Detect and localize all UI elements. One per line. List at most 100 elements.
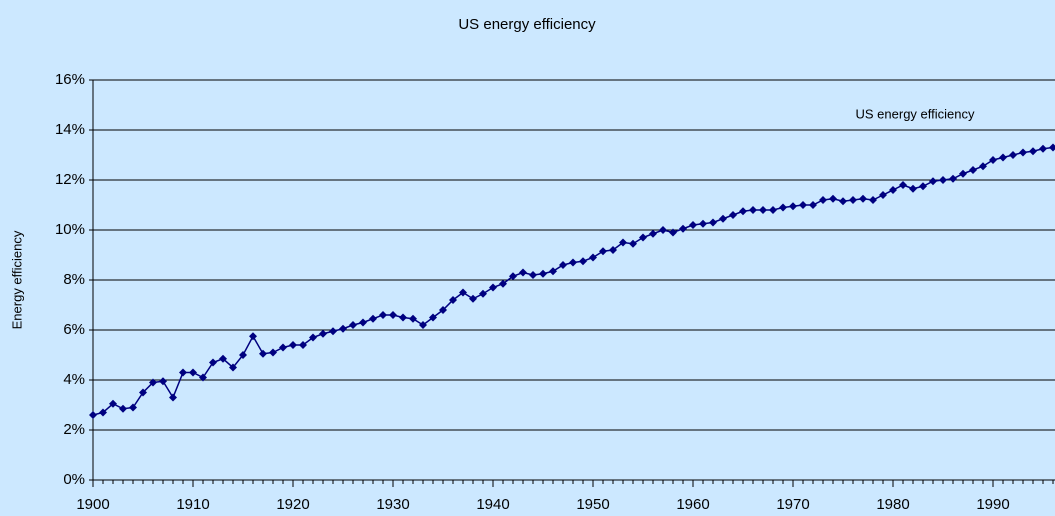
data-point (659, 226, 667, 234)
data-point (269, 348, 277, 357)
data-point (959, 169, 967, 178)
data-point (289, 341, 297, 349)
data-point (159, 377, 167, 386)
data-point (479, 289, 487, 298)
data-point (989, 156, 997, 164)
data-point (769, 206, 777, 214)
data-point (209, 358, 217, 367)
data-point (449, 296, 457, 304)
data-point (1039, 144, 1047, 153)
data-point (239, 351, 247, 359)
data-point (199, 373, 207, 382)
x-tick-label: 1940 (476, 496, 509, 513)
data-point (189, 368, 197, 377)
data-point (639, 233, 647, 242)
legend-label: US energy efficiency (856, 106, 975, 121)
data-point (1049, 143, 1055, 152)
y-tick-label: 10% (55, 221, 85, 238)
data-point (719, 214, 727, 223)
data-point (839, 197, 847, 206)
data-point (559, 261, 567, 269)
data-point (999, 153, 1007, 162)
y-tick-label: 12% (55, 171, 85, 188)
data-point (389, 311, 397, 319)
x-tick-label: 1910 (176, 496, 209, 513)
data-point (539, 269, 547, 278)
data-point (649, 229, 657, 238)
data-point (899, 181, 907, 189)
data-point (459, 288, 467, 297)
data-point (409, 314, 417, 323)
data-point (489, 283, 497, 292)
data-point (169, 393, 177, 402)
data-point (299, 341, 307, 349)
data-point (219, 354, 227, 363)
data-point (399, 313, 407, 322)
data-point (179, 368, 187, 377)
data-point (509, 272, 517, 281)
x-tick-label: 1950 (576, 496, 609, 513)
data-point (749, 206, 757, 214)
data-point (869, 196, 877, 204)
y-tick-label: 0% (63, 471, 85, 488)
x-tick-label: 1930 (376, 496, 409, 513)
data-point (149, 378, 157, 387)
data-point (529, 271, 537, 279)
data-point (819, 196, 827, 204)
data-point (89, 411, 97, 419)
data-point (439, 306, 447, 314)
data-point (829, 194, 837, 203)
data-point (229, 363, 237, 372)
y-axis-label: Energy efficiency (9, 230, 24, 329)
data-point (569, 258, 577, 267)
data-point (359, 318, 367, 327)
data-point (689, 221, 697, 229)
data-point (1019, 148, 1027, 157)
data-point (729, 211, 737, 219)
data-point (709, 218, 717, 227)
data-point (119, 404, 127, 413)
x-tick-label: 1920 (276, 496, 309, 513)
data-point (599, 247, 607, 256)
series-line (92, 146, 1054, 416)
data-point (969, 166, 977, 174)
data-point (699, 219, 707, 228)
x-tick-label: 1900 (76, 496, 109, 513)
data-point (319, 329, 327, 338)
y-tick-label: 14% (55, 121, 85, 138)
data-point (429, 313, 437, 322)
data-point (609, 246, 617, 254)
y-tick-label: 4% (63, 371, 85, 388)
data-point (249, 332, 257, 341)
data-point (889, 186, 897, 194)
x-tick-label: 1990 (976, 496, 1009, 513)
chart-title: US energy efficiency (458, 16, 596, 33)
data-point (259, 349, 267, 358)
data-point (809, 201, 817, 209)
data-point (949, 174, 957, 183)
data-point (309, 333, 317, 342)
data-point (939, 176, 947, 184)
data-point (369, 314, 377, 323)
data-point (499, 279, 507, 288)
data-point (339, 324, 347, 333)
data-point (799, 201, 807, 209)
data-point (909, 184, 917, 193)
data-point (629, 239, 637, 248)
data-point (669, 228, 677, 237)
data-point (1009, 151, 1017, 159)
data-point (519, 268, 527, 277)
data-point (589, 253, 597, 262)
data-point (109, 399, 117, 408)
data-point (549, 267, 557, 276)
data-point (679, 224, 687, 233)
data-point (349, 321, 357, 329)
data-point (379, 311, 387, 319)
data-point (419, 321, 427, 329)
data-point (469, 294, 477, 303)
data-point (1029, 147, 1037, 156)
data-point (99, 408, 107, 417)
x-tick-label: 1970 (776, 496, 809, 513)
